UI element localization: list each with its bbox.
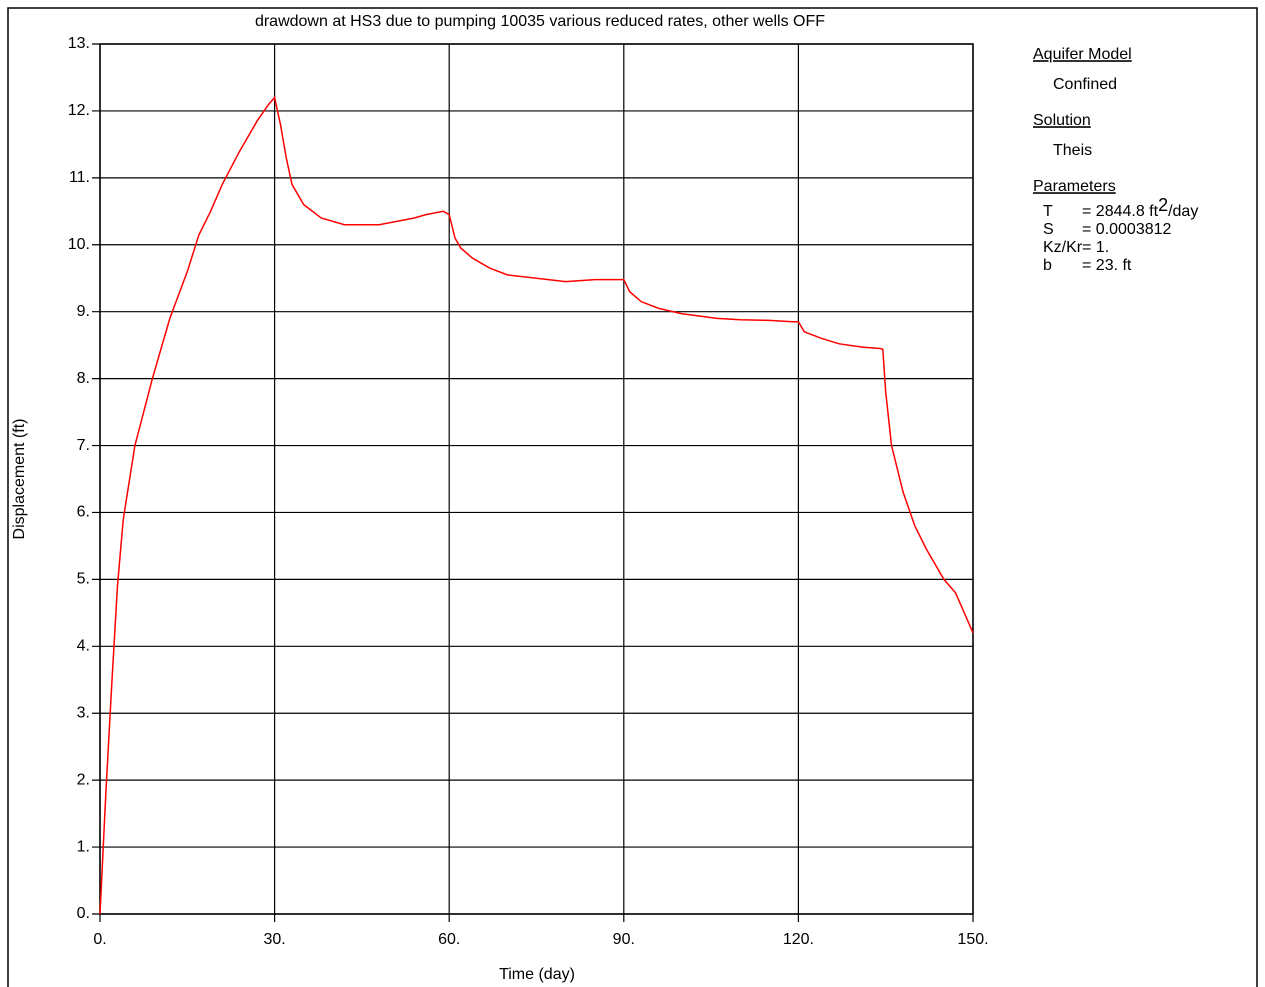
x-tick-label: 90. [613,931,635,948]
panel-heading: Aquifer Model [1033,46,1132,63]
plot-area [99,43,974,915]
panel-value: Theis [1053,142,1092,159]
x-tick-label: 120. [783,931,814,948]
y-tick-label: 3. [77,704,90,721]
y-tick-label: 8. [77,370,90,387]
y-tick-label: 5. [77,571,90,588]
param-value: = 1. [1082,239,1109,256]
y-tick-label: 0. [77,905,90,922]
y-tick-label: 6. [77,504,90,521]
param-value-text: = 2844.8 ft [1082,203,1159,220]
param-value: = 0.0003812 [1082,221,1172,238]
y-tick-label: 12. [68,102,90,119]
y-tick-label: 10. [68,236,90,253]
panel-heading: Parameters [1033,178,1116,195]
y-tick-label: 1. [77,838,90,855]
x-tick-label: 0. [93,931,106,948]
frame [7,7,1258,987]
y-tick-label: 13. [68,35,90,52]
param-superscript: 2 [1158,195,1168,215]
y-tick-label: 11. [69,169,90,186]
param-name: S [1043,221,1054,238]
y-tick-label: 7. [77,437,90,454]
param-name: Kz/Kr [1043,239,1083,256]
param-name: b [1043,257,1052,274]
x-tick-label: 150. [957,931,988,948]
x-tick-label: 30. [263,931,285,948]
param-suffix: /day [1168,203,1198,220]
chart-title: drawdown at HS3 due to pumping 10035 var… [255,13,825,30]
y-tick-label: 9. [77,303,90,320]
panel-value: Confined [1053,76,1117,93]
y-axis-label: Displacement (ft) [11,419,28,540]
data-line [99,95,974,915]
param-value-text: = 0.0003812 [1082,221,1172,238]
param-name: T [1043,203,1053,220]
x-tick-label: 60. [438,931,460,948]
panel-heading: Solution [1033,112,1091,129]
param-value: = 23. ft [1082,257,1132,274]
y-tick-label: 4. [77,638,90,655]
param-value-text: = 1. [1082,239,1109,256]
x-axis-label: Time (day) [499,966,575,983]
param-value-text: = 23. ft [1082,257,1132,274]
param-value: = 2844.8 ft2/day [1082,195,1198,220]
y-tick-label: 2. [77,771,90,788]
